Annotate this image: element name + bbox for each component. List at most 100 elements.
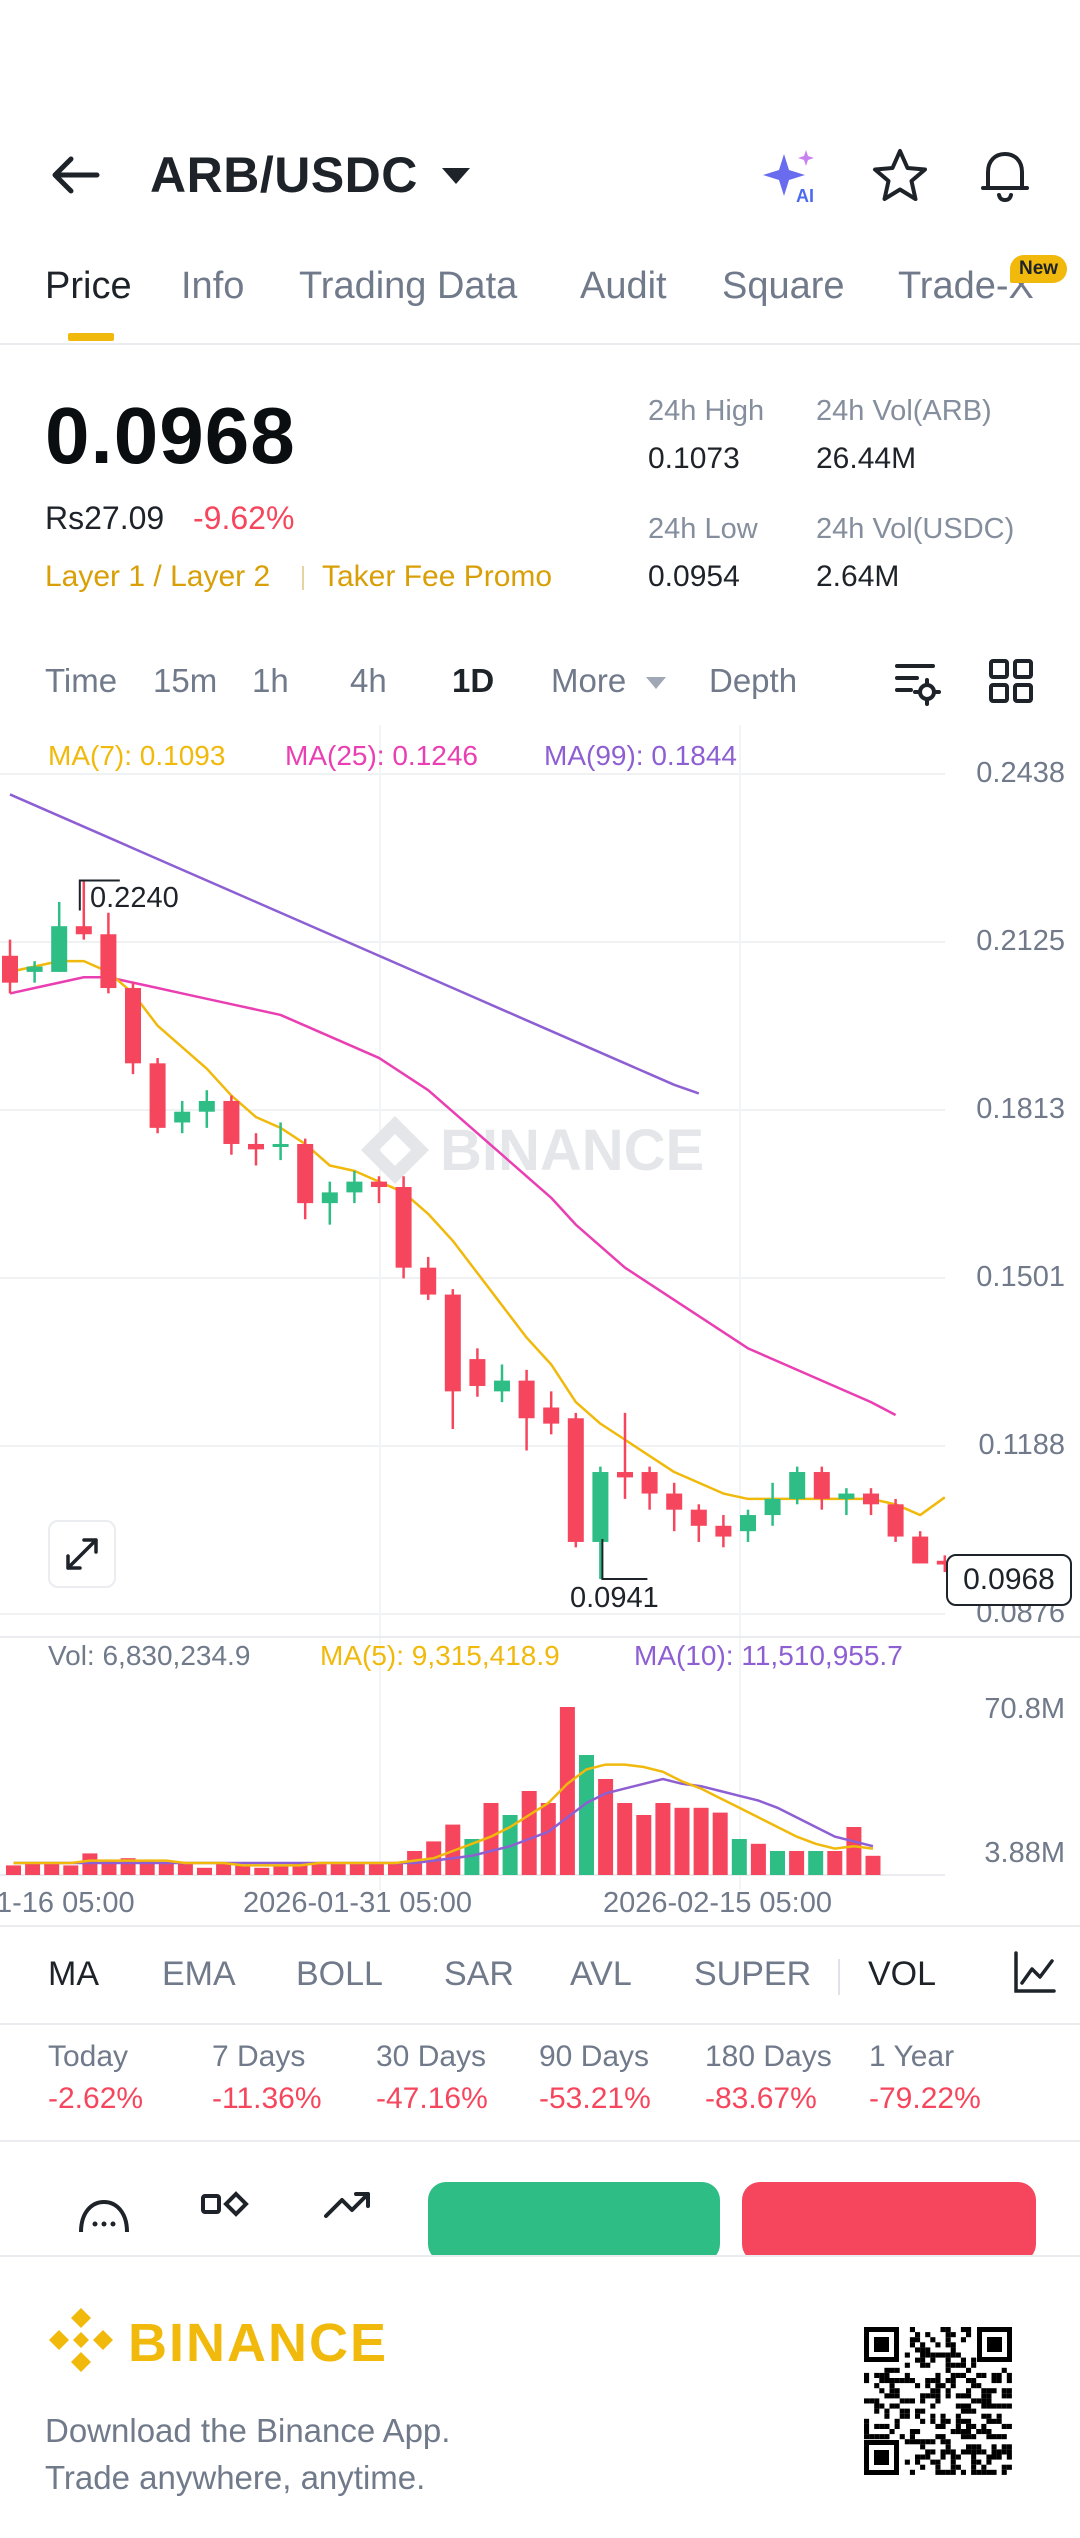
candle-body — [174, 1111, 191, 1123]
volume-bar — [216, 1863, 232, 1875]
candle-body — [346, 1181, 363, 1193]
volume-bar — [63, 1865, 79, 1875]
qr-module — [950, 2332, 956, 2338]
grid-bot-icon[interactable] — [200, 2190, 252, 2220]
volume-bar — [617, 1803, 633, 1875]
chart-settings-icon[interactable] — [893, 658, 941, 706]
convert-icon[interactable] — [322, 2190, 374, 2220]
qr-module — [960, 2408, 966, 2414]
tag-layer[interactable]: Layer 1 / Layer 2 — [45, 560, 271, 593]
indicator-sar[interactable]: SAR — [444, 1955, 514, 1993]
interval-15m[interactable]: 15m — [153, 662, 218, 699]
more-options-icon[interactable] — [78, 2194, 130, 2234]
indicator-super[interactable]: SUPER — [694, 1955, 812, 1993]
volume-bar — [158, 1863, 174, 1875]
interval-1d[interactable]: 1D — [452, 662, 495, 699]
qr-module — [955, 2454, 961, 2460]
back-arrow-icon[interactable] — [45, 150, 105, 200]
expand-chart-button[interactable] — [48, 1520, 116, 1588]
layout-grid-icon[interactable] — [988, 658, 1034, 704]
fiat-price: Rs27.09 — [45, 500, 165, 536]
qr-module — [966, 2423, 972, 2429]
volume-bar — [483, 1803, 499, 1875]
qr-module — [899, 2413, 905, 2419]
qr-code[interactable] — [864, 2327, 1012, 2475]
qr-module — [945, 2393, 951, 2399]
qr-module — [960, 2337, 966, 2343]
qr-module — [986, 2398, 992, 2404]
qr-module — [915, 2337, 921, 2343]
qr-module — [960, 2434, 966, 2440]
qr-module — [920, 2342, 926, 2348]
pair-dropdown-icon[interactable] — [442, 168, 470, 184]
brand-name: BINANCE — [128, 2313, 389, 2373]
qr-module — [935, 2388, 941, 2394]
qr-module — [864, 2418, 870, 2424]
candle-body — [936, 1560, 953, 1565]
indicator-avl[interactable]: AVL — [570, 1955, 632, 1993]
kline-chart[interactable]: BINANCE MA(7): 0.1093 MA(25): 0.1246 MA(… — [0, 725, 1080, 1925]
candlestick-chart[interactable]: BINANCE — [0, 725, 1080, 1925]
tag-fee-promo[interactable]: Taker Fee Promo — [322, 560, 553, 593]
volume-bar — [789, 1851, 805, 1875]
qr-module — [930, 2449, 936, 2455]
watermark-text: BINANCE — [440, 1118, 704, 1183]
qr-module — [945, 2332, 951, 2338]
interval-4h[interactable]: 4h — [350, 662, 387, 699]
last-price: 0.0968 — [45, 391, 296, 480]
interval-more[interactable]: More — [551, 662, 627, 699]
indicator-divider — [838, 1959, 840, 1995]
qr-module — [976, 2469, 982, 2475]
qr-module — [889, 2383, 895, 2389]
qr-module — [899, 2408, 905, 2414]
bell-notification-icon[interactable] — [974, 144, 1036, 206]
candle-body — [2, 955, 18, 983]
interval-time[interactable]: Time — [45, 662, 118, 699]
qr-module — [940, 2469, 946, 2475]
qr-module — [925, 2449, 931, 2455]
tab-info[interactable]: Info — [181, 265, 245, 307]
qr-module — [945, 2352, 951, 2358]
candle-body — [617, 1472, 633, 1478]
qr-module — [904, 2378, 910, 2384]
tab-audit[interactable]: Audit — [580, 265, 667, 307]
qr-module — [879, 2434, 885, 2440]
perf-label-30d: 30 Days — [376, 2040, 487, 2073]
perf-value-180d: -83.67% — [705, 2082, 817, 2115]
vol-base-value: 26.44M — [816, 442, 917, 475]
qr-module — [940, 2434, 946, 2440]
tab-square[interactable]: Square — [722, 265, 845, 307]
favorite-star-icon[interactable] — [870, 146, 930, 206]
qr-module — [889, 2393, 895, 2399]
qr-module — [960, 2327, 966, 2333]
indicator-ema[interactable]: EMA — [162, 1955, 236, 1993]
qr-module — [950, 2362, 956, 2368]
buy-button[interactable] — [428, 2182, 720, 2255]
indicator-chart-icon[interactable] — [1010, 1949, 1058, 1997]
qr-module — [950, 2469, 956, 2475]
depth-tab[interactable]: Depth — [709, 662, 798, 699]
tab-price[interactable]: Price — [45, 265, 132, 307]
indicator-vol[interactable]: VOL — [868, 1955, 937, 1993]
volume-bar — [254, 1867, 270, 1875]
candle-body — [813, 1472, 830, 1499]
pair-title[interactable]: ARB/USDC — [150, 147, 418, 203]
qr-module — [909, 2398, 915, 2404]
indicator-ma[interactable]: MA — [48, 1955, 99, 1993]
sell-button[interactable] — [742, 2182, 1036, 2255]
qr-module — [1006, 2378, 1012, 2384]
candle-body — [543, 1407, 560, 1424]
qr-module — [879, 2388, 885, 2394]
interval-1h[interactable]: 1h — [252, 662, 289, 699]
qr-module — [920, 2439, 926, 2445]
tab-trading-data[interactable]: Trading Data — [299, 265, 518, 307]
ai-sparkle-icon[interactable]: AI — [762, 148, 822, 204]
qr-module — [930, 2337, 936, 2343]
qr-module — [920, 2347, 926, 2353]
candle-body — [297, 1143, 314, 1204]
candle-body — [592, 1472, 609, 1542]
indicator-boll[interactable]: BOLL — [296, 1955, 383, 1993]
qr-module — [971, 2362, 977, 2368]
qr-module — [950, 2459, 956, 2465]
qr-module — [981, 2429, 987, 2435]
